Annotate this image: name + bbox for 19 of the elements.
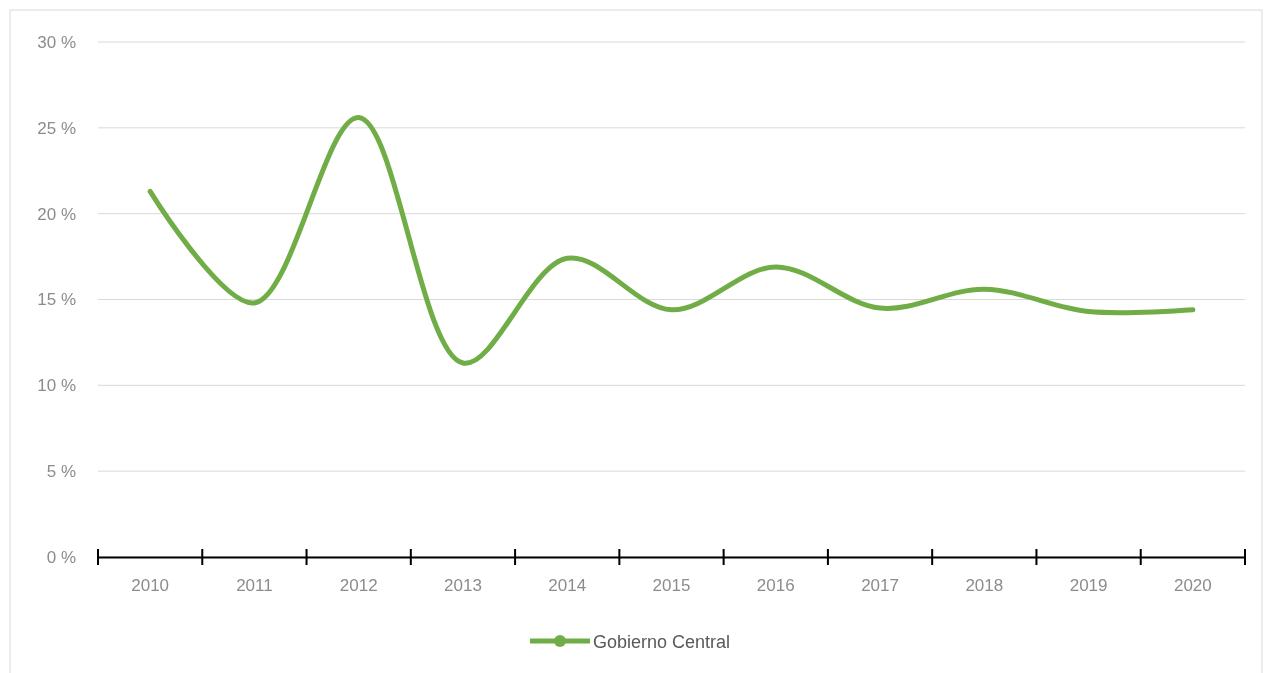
x-tick-label: 2018: [965, 576, 1004, 596]
x-tick-label: 2015: [652, 576, 691, 596]
x-tick-label: 2013: [444, 576, 482, 596]
y-tick-label: 10 %: [37, 376, 76, 396]
y-tick-label: 0 %: [46, 547, 76, 567]
x-tick-label: 2010: [131, 576, 170, 596]
y-tick-label: 20 %: [37, 204, 76, 224]
legend-label: Gobierno Central: [593, 632, 731, 652]
y-tick-label: 5 %: [46, 462, 76, 482]
x-tick-label: 2012: [339, 576, 378, 596]
y-tick-label: 15 %: [37, 290, 76, 310]
x-tick-label: 2014: [548, 576, 587, 596]
y-tick-label: 30 %: [37, 32, 76, 52]
x-tick-label: 2016: [756, 576, 795, 596]
y-tick-label: 25 %: [37, 118, 76, 138]
x-tick-label: 2017: [861, 576, 899, 596]
x-tick-label: 2011: [236, 576, 273, 596]
x-tick-label: 2019: [1069, 576, 1108, 596]
x-tick-label: 2020: [1173, 576, 1212, 596]
